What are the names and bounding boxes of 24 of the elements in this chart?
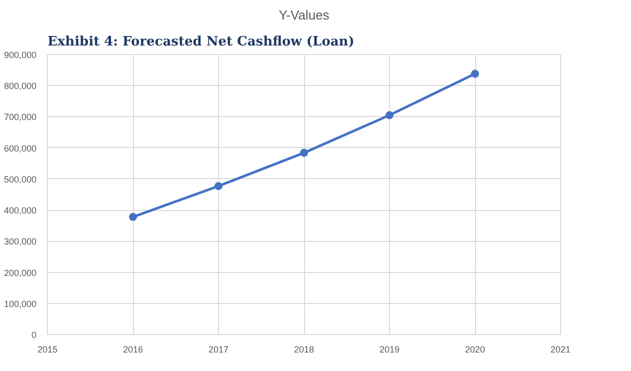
x-tick-label: 2021	[550, 344, 571, 354]
x-tick-label: 2017	[208, 344, 229, 354]
point	[386, 111, 394, 120]
y-tick-label: 800,000	[4, 81, 37, 92]
chart-subtitle: Y-Values	[278, 8, 330, 22]
x-tick-label: 2020	[464, 344, 486, 354]
point	[214, 182, 222, 190]
point	[471, 70, 479, 78]
y-tick-label: 500,000	[4, 174, 37, 184]
x-tick-label: 2019	[379, 344, 400, 354]
y-tick-label: 100,000	[4, 298, 37, 309]
point	[300, 148, 308, 157]
x-tick-label: 2018	[294, 344, 314, 354]
y-tick-label: 300,000	[4, 236, 37, 247]
y-tick-label: 700,000	[4, 112, 37, 122]
x-tick-label: 2016	[122, 344, 144, 354]
point	[129, 212, 137, 221]
y-tick-label: 0	[31, 330, 37, 340]
y-tick-label: 400,000	[4, 206, 37, 216]
y-tick-label: 900,000	[4, 50, 37, 60]
chart-title: Exhibit 4: Forecasted Net Cashflow (Loan)	[48, 34, 354, 50]
y-tick-label: 600,000	[4, 143, 37, 154]
y-tick-label: 200,000	[4, 268, 37, 278]
x-tick-label: 2015	[37, 344, 58, 354]
